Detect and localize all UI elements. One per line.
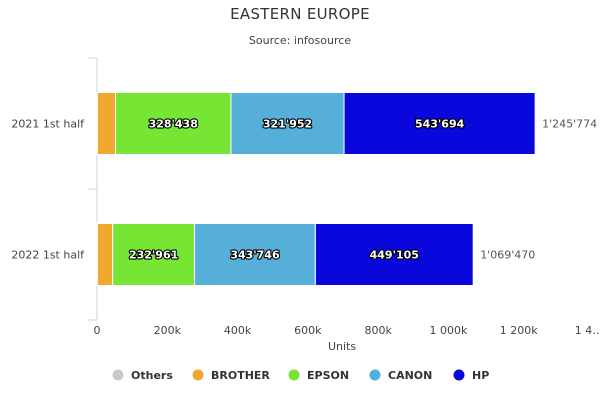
data-label: 321'952 xyxy=(263,118,312,131)
bar-segment-epson[interactable] xyxy=(115,92,232,155)
legend-label: CANON xyxy=(388,369,432,382)
bar-segment-brother[interactable] xyxy=(96,223,114,286)
bars xyxy=(96,92,536,286)
bar-segment-hp[interactable] xyxy=(314,223,474,286)
legend-marker xyxy=(288,369,300,381)
legend-item-hp[interactable]: HP xyxy=(453,369,490,382)
legend-label: BROTHER xyxy=(211,369,270,382)
data-label: 449'105 xyxy=(370,249,419,262)
x-tick-label: 800k xyxy=(364,324,392,337)
data-label: 543'694 xyxy=(415,118,465,131)
x-tick-label: 200k xyxy=(154,324,182,337)
labels: 2021 1st half 328'438 321'952 543'694 1'245'… xyxy=(11,116,597,262)
bar-segment-brother[interactable] xyxy=(96,92,117,155)
chart-subtitle: Source: infosource xyxy=(249,34,351,47)
total-label: 1'245'774 xyxy=(542,118,597,131)
legend-marker xyxy=(192,369,204,381)
legend: Others BROTHER EPSON CANON HP xyxy=(112,369,490,382)
legend-label: Others xyxy=(131,369,173,382)
legend-item-brother[interactable]: BROTHER xyxy=(192,369,271,382)
category-label: 2021 1st half xyxy=(11,118,85,131)
legend-item-epson[interactable]: EPSON xyxy=(288,369,350,382)
data-label: 232'961 xyxy=(129,249,178,262)
legend-marker xyxy=(112,369,124,381)
category-label: 2022 1st half xyxy=(11,249,85,262)
x-tick-label: 600k xyxy=(294,324,322,337)
x-tick-label: 1 000k xyxy=(429,324,467,337)
bar-segment-canon[interactable] xyxy=(194,223,316,286)
axes: 0 200k 400k 600k 800k 1 000k 1 200k 1 4… xyxy=(88,57,600,337)
data-label: 343'746 xyxy=(230,249,280,262)
chart-title: EASTERN EUROPE xyxy=(230,5,370,23)
x-tick-label: 0 xyxy=(94,324,101,337)
legend-marker xyxy=(369,369,381,381)
x-tick-label: 1 4… xyxy=(575,324,600,337)
bar-segment-canon[interactable] xyxy=(230,92,345,155)
legend-item-canon[interactable]: CANON xyxy=(369,369,433,382)
legend-marker xyxy=(453,369,465,381)
legend-item-others[interactable]: Others xyxy=(112,369,174,382)
data-label: 328'438 xyxy=(149,118,198,131)
legend-label: HP xyxy=(472,369,489,382)
x-axis-title: Units xyxy=(328,340,356,353)
bar-segment-hp[interactable] xyxy=(343,92,536,155)
legend-label: EPSON xyxy=(307,369,349,382)
x-tick-label: 400k xyxy=(224,324,252,337)
x-tick-label: 1 200k xyxy=(500,324,538,337)
bar-segment-epson[interactable] xyxy=(112,223,196,286)
total-label: 1'069'470 xyxy=(480,249,535,262)
